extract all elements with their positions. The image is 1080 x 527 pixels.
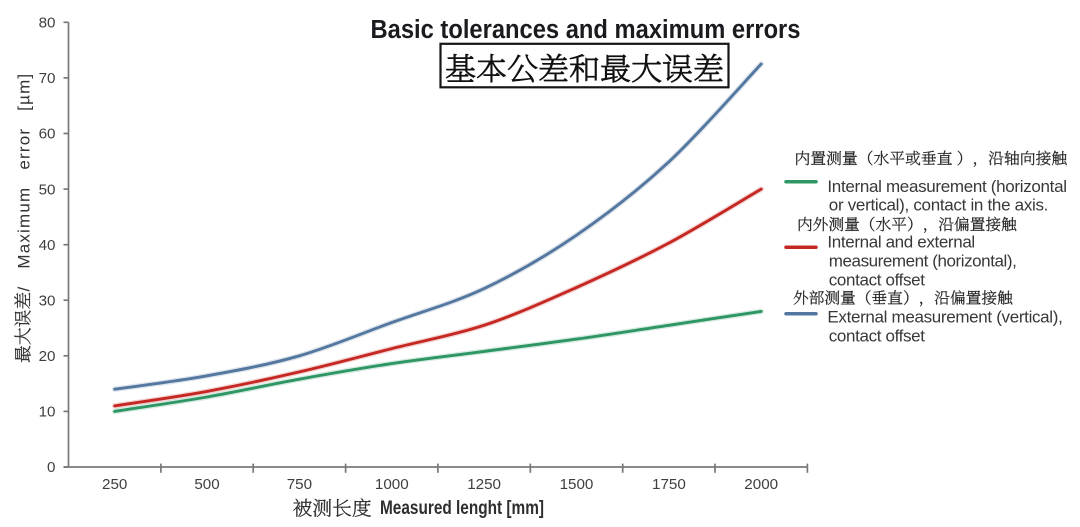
svg-text:500: 500 xyxy=(194,476,219,493)
svg-text:1000: 1000 xyxy=(375,476,409,493)
svg-text:30: 30 xyxy=(39,292,56,309)
svg-text:0: 0 xyxy=(47,459,55,476)
svg-text:External measurement (vertical: External measurement (vertical), xyxy=(827,308,1062,327)
svg-text:measurement (horizontal),: measurement (horizontal), xyxy=(829,252,1017,271)
svg-text:1250: 1250 xyxy=(467,476,501,493)
svg-text:1750: 1750 xyxy=(652,476,686,493)
svg-text:60: 60 xyxy=(39,126,56,143)
svg-text:contact offset: contact offset xyxy=(829,326,925,345)
svg-text:40: 40 xyxy=(39,237,56,254)
svg-text:2000: 2000 xyxy=(744,476,778,493)
svg-text:contact offset: contact offset xyxy=(829,270,925,289)
svg-text:Measured lenght [mm]: Measured lenght [mm] xyxy=(380,498,544,519)
svg-text:50: 50 xyxy=(39,181,56,198)
svg-text:Internal measurement (horizont: Internal measurement (horizontal xyxy=(827,177,1067,196)
svg-text:1500: 1500 xyxy=(560,476,594,493)
svg-text:/ Maximum error [µm]: / Maximum error [µm] xyxy=(15,73,34,292)
svg-text:or vertical), contact in the a: or vertical), contact in the axis. xyxy=(829,195,1049,214)
svg-text:80: 80 xyxy=(39,15,56,32)
svg-text:10: 10 xyxy=(39,404,56,421)
svg-text:Internal and external: Internal and external xyxy=(827,232,975,251)
svg-text:750: 750 xyxy=(287,476,312,493)
svg-text:70: 70 xyxy=(39,70,56,87)
svg-text:250: 250 xyxy=(102,476,127,493)
svg-text:20: 20 xyxy=(39,348,56,365)
svg-text:Basic tolerances and maximum e: Basic tolerances and maximum errors xyxy=(371,14,801,44)
